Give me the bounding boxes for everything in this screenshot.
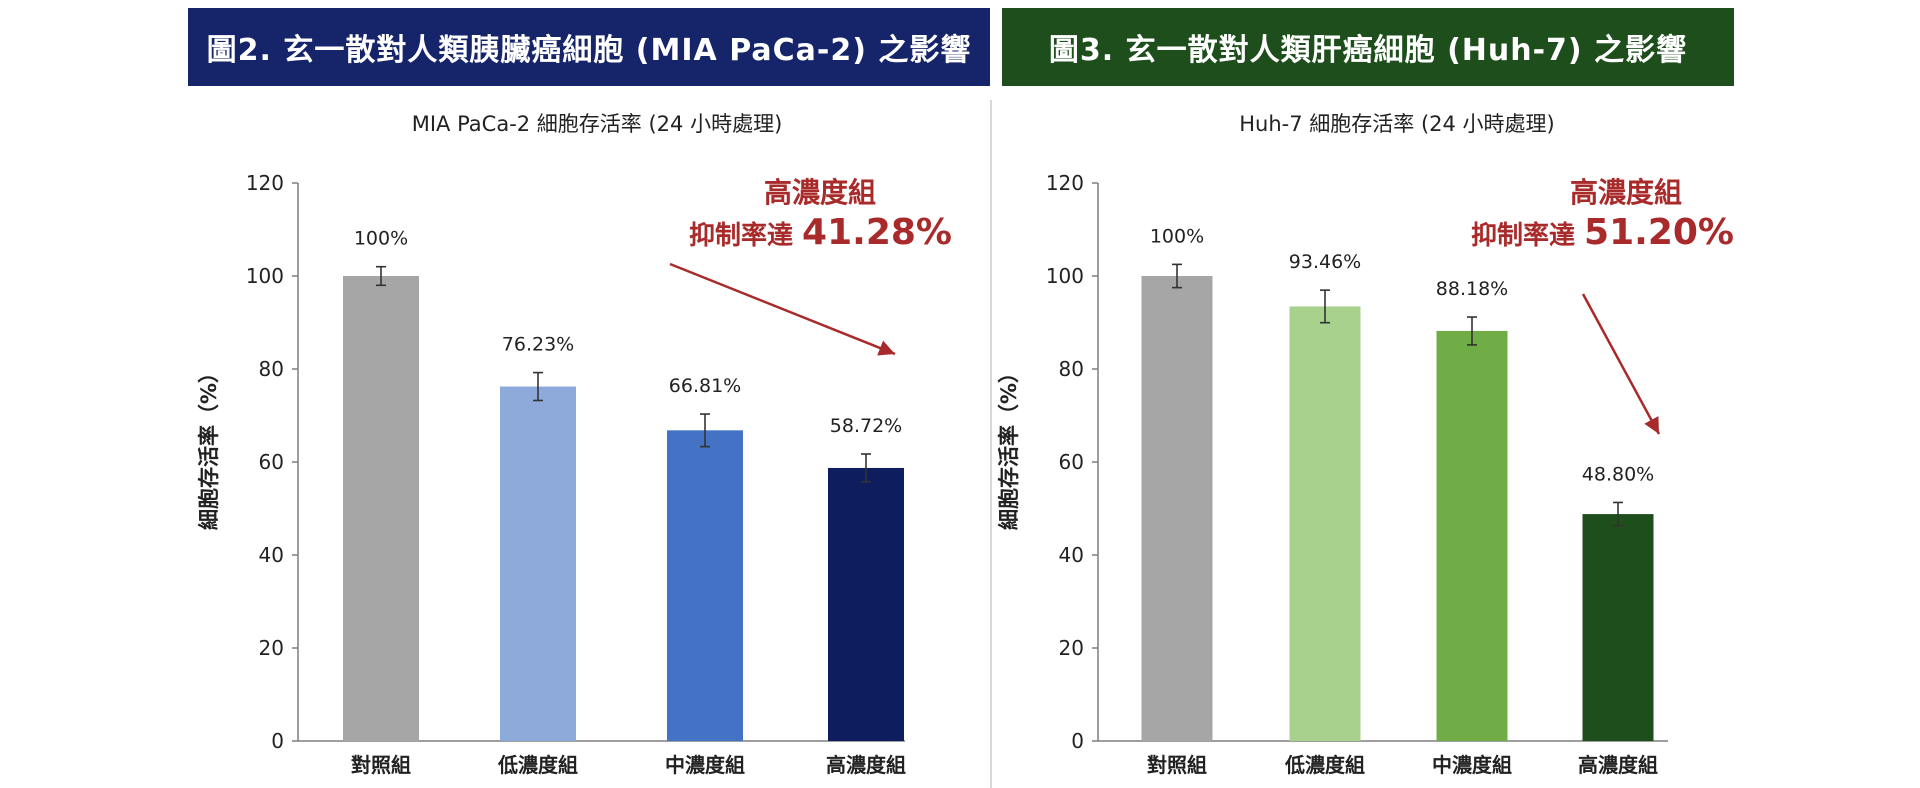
y-axis-label: 細胞存活率（%）	[997, 362, 1021, 530]
y-tick-label: 80	[259, 357, 284, 381]
mia-paca-2-viability-chart: MIA PaCa-2 細胞存活率 (24 小時處理) 0 20 40 60 80 100 12…	[197, 112, 952, 777]
y-tick-label: 40	[259, 543, 284, 567]
annotation-rate: 抑制率達 51.20%	[1471, 212, 1734, 253]
annotation-arrow-shaft	[1581, 293, 1661, 435]
data-label: 58.72%	[830, 415, 902, 437]
y-tick-label: 40	[1059, 543, 1084, 567]
category-label: 低濃度組	[1284, 753, 1365, 777]
category-label: 對照組	[1147, 753, 1207, 777]
y-tick-label: 20	[259, 636, 284, 660]
y-tick-label: 0	[1071, 729, 1084, 753]
y-tick-label: 20	[1059, 636, 1084, 660]
annotation-rate-value: 51.20%	[1584, 212, 1734, 253]
bar-3	[1436, 330, 1508, 741]
data-label: 48.80%	[1582, 463, 1654, 485]
y-tick-label: 100	[246, 264, 284, 288]
bar-4	[828, 467, 904, 741]
data-label: 100%	[354, 228, 408, 250]
y-tick-label: 60	[259, 450, 284, 474]
panel-divider	[990, 100, 992, 788]
bar-2	[500, 386, 576, 741]
y-tick-label: 0	[271, 729, 284, 753]
category-label: 對照組	[351, 753, 411, 777]
y-axis-label: 細胞存活率（%）	[197, 362, 221, 530]
bar-2	[1289, 306, 1361, 741]
bar-4	[1582, 514, 1654, 741]
category-label: 高濃度組	[1578, 753, 1658, 777]
chart-title: MIA PaCa-2 細胞存活率 (24 小時處理)	[412, 112, 783, 136]
data-label: 93.46%	[1289, 251, 1361, 273]
annotation-rate-value: 41.28%	[802, 212, 952, 253]
annotation-arrow-shaft	[669, 262, 896, 356]
y-tick-label: 100	[1046, 264, 1084, 288]
y-tick-label: 120	[246, 171, 284, 195]
data-label: 88.18%	[1436, 278, 1508, 300]
chart-title: Huh-7 細胞存活率 (24 小時處理)	[1239, 112, 1554, 136]
bar-3	[667, 430, 743, 741]
data-label: 76.23%	[502, 334, 574, 356]
huh-7-viability-chart: Huh-7 細胞存活率 (24 小時處理) 0 20 40 60 80 100 120 細胞存活…	[997, 112, 1734, 777]
annotation-arrow-head	[877, 340, 895, 356]
annotation-arrow-head	[1644, 416, 1659, 434]
figure-3-banner: 圖3. 玄一散對人類肝癌細胞 (Huh-7) 之影響	[1002, 8, 1734, 86]
bar-1	[343, 276, 419, 741]
data-label: 66.81%	[669, 375, 741, 397]
category-label: 高濃度組	[826, 753, 906, 777]
category-label: 中濃度組	[1432, 753, 1512, 777]
category-label: 低濃度組	[497, 753, 578, 777]
category-label: 中濃度組	[665, 753, 745, 777]
annotation-title: 高濃度組	[1570, 176, 1682, 209]
y-tick-label: 60	[1059, 450, 1084, 474]
figure-2-banner: 圖2. 玄一散對人類胰臟癌細胞 (MIA PaCa-2) 之影響	[188, 8, 990, 86]
y-tick-label: 120	[1046, 171, 1084, 195]
y-tick-label: 80	[1059, 357, 1084, 381]
annotation-title: 高濃度組	[764, 176, 876, 209]
bar-1	[1141, 276, 1213, 741]
annotation-rate-label: 抑制率達	[689, 220, 802, 251]
data-label: 100%	[1150, 225, 1204, 247]
annotation-rate-label: 抑制率達	[1471, 220, 1584, 251]
annotation-rate: 抑制率達 41.28%	[689, 212, 952, 253]
